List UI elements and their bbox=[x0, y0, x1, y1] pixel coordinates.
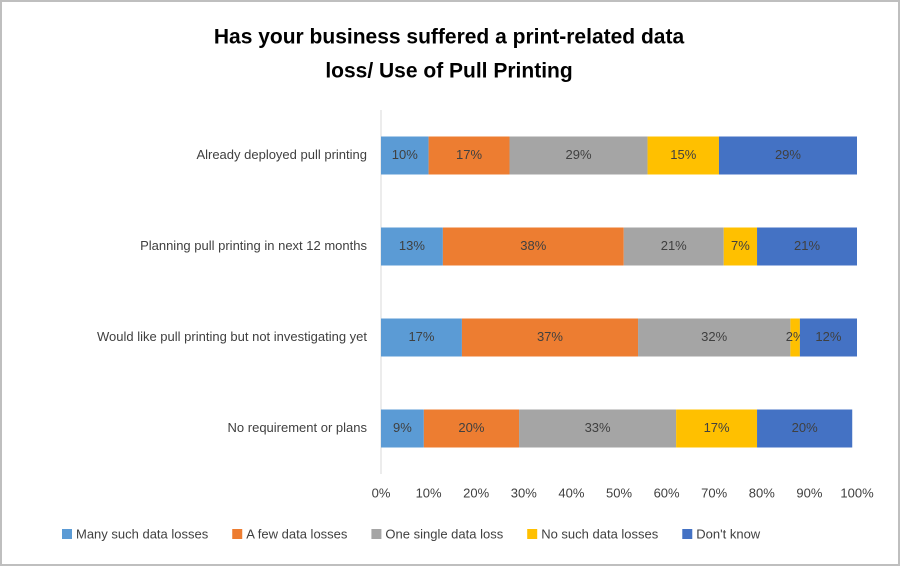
legend-label: No such data losses bbox=[541, 526, 659, 541]
x-tick-label: 80% bbox=[749, 485, 775, 500]
y-tick-label: No requirement or plans bbox=[228, 420, 368, 435]
x-tick-label: 10% bbox=[416, 485, 442, 500]
data-label: 29% bbox=[566, 147, 592, 162]
legend-swatch bbox=[682, 529, 693, 539]
data-label: 29% bbox=[775, 147, 801, 162]
bar-segment bbox=[676, 409, 758, 448]
legend-label: Don't know bbox=[696, 526, 761, 541]
bar-segment bbox=[723, 227, 758, 266]
x-tick-label: 60% bbox=[654, 485, 680, 500]
bar-segment bbox=[381, 318, 462, 357]
data-label: 32% bbox=[701, 329, 727, 344]
data-label: 13% bbox=[399, 238, 425, 253]
x-tick-label: 100% bbox=[840, 485, 874, 500]
data-label: 15% bbox=[670, 147, 696, 162]
legend-label: A few data losses bbox=[246, 526, 348, 541]
x-tick-label: 40% bbox=[558, 485, 584, 500]
data-label: 37% bbox=[537, 329, 563, 344]
legend-swatch bbox=[62, 529, 72, 539]
bar-segment bbox=[381, 227, 443, 266]
x-tick-label: 20% bbox=[463, 485, 489, 500]
x-tick-label: 70% bbox=[701, 485, 727, 500]
bar-segment bbox=[790, 318, 800, 357]
bar-segment bbox=[509, 136, 648, 175]
bar-segment bbox=[519, 409, 677, 448]
chart-title: Has your business suffered a print-relat… bbox=[214, 26, 685, 49]
bar-segment bbox=[757, 227, 857, 266]
bar-segment bbox=[799, 318, 857, 357]
x-tick-label: 50% bbox=[606, 485, 632, 500]
data-label: 33% bbox=[585, 420, 611, 435]
data-label: 9% bbox=[393, 420, 412, 435]
x-tick-label: 30% bbox=[511, 485, 537, 500]
data-label: 10% bbox=[392, 147, 418, 162]
legend-swatch bbox=[371, 529, 382, 539]
data-label: 7% bbox=[731, 238, 750, 253]
data-label: 20% bbox=[458, 420, 484, 435]
data-label: 20% bbox=[792, 420, 818, 435]
x-tick-label: 90% bbox=[796, 485, 822, 500]
y-tick-label: Already deployed pull printing bbox=[196, 147, 367, 162]
data-label: 21% bbox=[794, 238, 820, 253]
x-tick-label: 0% bbox=[372, 485, 391, 500]
bar-segment bbox=[647, 136, 719, 175]
bar-segment bbox=[428, 136, 510, 175]
bar-segment bbox=[423, 409, 520, 448]
bar-segment bbox=[718, 136, 857, 175]
y-tick-label: Would like pull printing but not investi… bbox=[97, 329, 367, 344]
bar-segment bbox=[381, 409, 424, 448]
legend-swatch bbox=[232, 529, 243, 539]
bar-segment bbox=[442, 227, 624, 266]
bar-segment bbox=[381, 136, 429, 175]
data-label: 21% bbox=[661, 238, 687, 253]
bar-segment bbox=[623, 227, 724, 266]
y-tick-label: Planning pull printing in next 12 months bbox=[140, 238, 367, 253]
legend-swatch bbox=[527, 529, 538, 539]
chart-title: loss/ Use of Pull Printing bbox=[325, 60, 572, 83]
bar-segment bbox=[461, 318, 639, 357]
data-label: 12% bbox=[815, 329, 841, 344]
data-label: 38% bbox=[520, 238, 546, 253]
legend-label: One single data loss bbox=[385, 526, 503, 541]
data-label: 17% bbox=[408, 329, 434, 344]
data-label: 17% bbox=[456, 147, 482, 162]
bar-segment bbox=[757, 409, 853, 448]
legend-label: Many such data losses bbox=[76, 526, 209, 541]
bar-segment bbox=[638, 318, 791, 357]
data-label: 17% bbox=[704, 420, 730, 435]
